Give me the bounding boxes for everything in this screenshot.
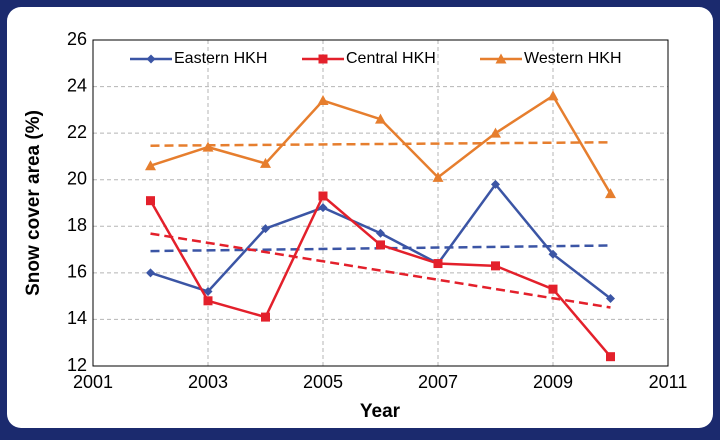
legend-label: Central HKH: [346, 50, 436, 67]
marker: [317, 95, 329, 106]
marker: [605, 188, 616, 199]
marker: [318, 203, 328, 213]
marker: [202, 141, 214, 152]
marker: [376, 240, 385, 250]
legend-item: Central HKH: [302, 50, 436, 67]
x-tick-label: 2009: [533, 372, 573, 392]
x-axis-title: Year: [360, 401, 401, 422]
y-tick-label: 24: [67, 75, 87, 95]
marker: [548, 249, 558, 259]
marker: [318, 54, 328, 64]
marker: [261, 224, 270, 234]
x-tick-label: 2007: [418, 372, 458, 392]
legend-label: Western HKH: [524, 50, 622, 67]
trend-line: [150, 232, 611, 309]
x-tick-label: 2011: [649, 372, 688, 392]
marker: [491, 261, 500, 271]
y-tick-label: 14: [67, 308, 87, 328]
y-tick-label: 22: [67, 122, 87, 142]
y-tick-label: 16: [67, 262, 87, 282]
marker: [145, 160, 156, 171]
marker: [432, 171, 444, 182]
x-tick-label: 2003: [188, 372, 228, 392]
marker: [261, 312, 270, 322]
marker: [606, 293, 615, 303]
y-tick-label: 12: [67, 355, 87, 375]
marker: [203, 286, 213, 296]
marker: [376, 228, 385, 238]
marker: [203, 296, 213, 306]
marker: [548, 284, 558, 294]
marker: [433, 259, 443, 269]
panel: [7, 7, 713, 428]
y-tick-label: 26: [67, 29, 87, 49]
legend-item: Western HKH: [480, 50, 622, 67]
marker: [490, 127, 501, 138]
marker: [146, 268, 155, 278]
marker: [606, 352, 615, 362]
legend-label: Eastern HKH: [174, 50, 267, 67]
y-tick-label: 18: [67, 215, 87, 235]
marker: [146, 196, 155, 206]
plot-frame: [92, 39, 669, 367]
trend-line: [150, 141, 611, 147]
marker: [495, 53, 507, 64]
x-tick-label: 2005: [303, 372, 343, 392]
y-tick-label: 20: [67, 168, 87, 188]
marker: [547, 90, 559, 101]
y-axis-title: Snow cover area (%): [23, 110, 44, 296]
legend-item: Eastern HKH: [130, 50, 267, 67]
marker: [375, 113, 386, 124]
marker: [318, 191, 328, 201]
marker: [491, 179, 500, 189]
marker: [146, 54, 156, 64]
marker: [260, 157, 271, 168]
x-tick-label: 2001: [73, 372, 113, 392]
